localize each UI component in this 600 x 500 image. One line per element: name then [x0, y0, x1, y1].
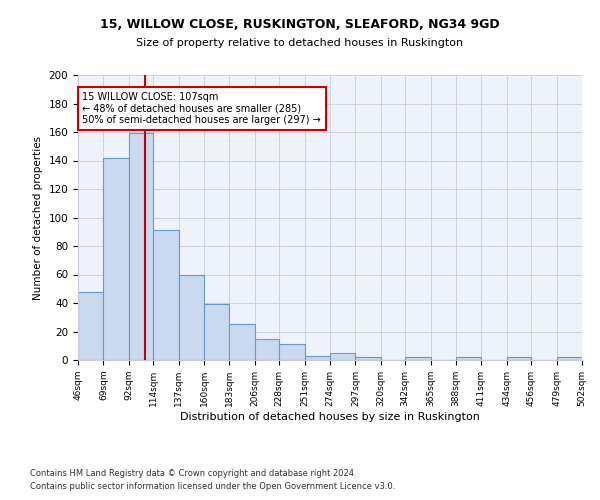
Bar	[456, 357, 481, 360]
Text: 15, WILLOW CLOSE, RUSKINGTON, SLEAFORD, NG34 9GD: 15, WILLOW CLOSE, RUSKINGTON, SLEAFORD, …	[100, 18, 500, 30]
Bar	[78, 292, 103, 360]
Text: Size of property relative to detached houses in Ruskington: Size of property relative to detached ho…	[136, 38, 464, 48]
Bar	[355, 357, 381, 360]
Y-axis label: Number of detached properties: Number of detached properties	[33, 136, 43, 300]
Bar	[405, 357, 431, 360]
Bar	[204, 304, 229, 360]
Bar	[229, 324, 255, 360]
Bar	[279, 344, 305, 360]
Text: Contains public sector information licensed under the Open Government Licence v3: Contains public sector information licen…	[30, 482, 395, 491]
Bar	[103, 158, 129, 360]
Bar	[557, 357, 582, 360]
Bar	[129, 134, 153, 360]
Bar	[179, 274, 204, 360]
Bar	[330, 353, 355, 360]
Bar	[153, 230, 179, 360]
Text: Contains HM Land Registry data © Crown copyright and database right 2024.: Contains HM Land Registry data © Crown c…	[30, 468, 356, 477]
Bar	[255, 338, 279, 360]
X-axis label: Distribution of detached houses by size in Ruskington: Distribution of detached houses by size …	[180, 412, 480, 422]
Bar	[305, 356, 330, 360]
Bar	[507, 357, 531, 360]
Text: 15 WILLOW CLOSE: 107sqm
← 48% of detached houses are smaller (285)
50% of semi-d: 15 WILLOW CLOSE: 107sqm ← 48% of detache…	[82, 92, 321, 126]
